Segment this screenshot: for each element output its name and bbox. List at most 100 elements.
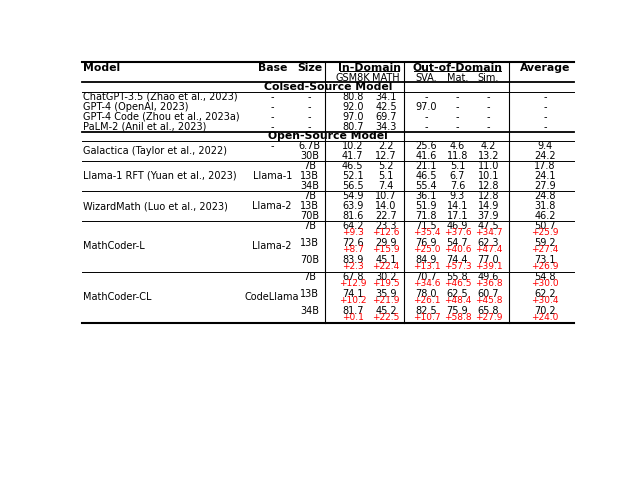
Text: 24.1: 24.1 (534, 171, 556, 181)
Text: 4.2: 4.2 (481, 141, 496, 151)
Text: +13.1: +13.1 (413, 262, 440, 271)
Text: 37.9: 37.9 (477, 211, 499, 221)
Text: +37.6: +37.6 (444, 228, 471, 237)
Text: 7.4: 7.4 (378, 181, 394, 191)
Text: 41.6: 41.6 (416, 151, 437, 161)
Text: 54.8: 54.8 (534, 272, 556, 282)
Text: 83.9: 83.9 (342, 255, 364, 265)
Text: 21.1: 21.1 (415, 161, 437, 171)
Text: +27.4: +27.4 (531, 245, 559, 254)
Text: 56.5: 56.5 (342, 181, 364, 191)
Text: -: - (486, 122, 490, 132)
Text: 84.9: 84.9 (416, 255, 437, 265)
Text: 13B: 13B (300, 171, 319, 181)
Text: 81.6: 81.6 (342, 211, 364, 221)
Text: 22.7: 22.7 (375, 211, 397, 221)
Text: Size: Size (297, 63, 322, 73)
Text: 5.1: 5.1 (378, 171, 394, 181)
Text: -: - (456, 102, 459, 112)
Text: +22.4: +22.4 (372, 262, 400, 271)
Text: +34.7: +34.7 (475, 228, 502, 237)
Text: 10.2: 10.2 (342, 141, 364, 151)
Text: +57.3: +57.3 (444, 262, 471, 271)
Text: -: - (543, 122, 547, 132)
Text: 12.8: 12.8 (477, 191, 499, 201)
Text: -: - (543, 112, 547, 122)
Text: 64.2: 64.2 (342, 221, 364, 231)
Text: 31.8: 31.8 (534, 201, 556, 211)
Text: 24.8: 24.8 (534, 191, 556, 201)
Text: Colsed-Source Model: Colsed-Source Model (264, 82, 392, 92)
Text: +10.2: +10.2 (339, 296, 367, 305)
Text: 76.9: 76.9 (415, 238, 437, 248)
Text: +26.1: +26.1 (413, 296, 440, 305)
Text: -: - (425, 112, 428, 122)
Text: -: - (486, 112, 490, 122)
Text: 29.9: 29.9 (376, 238, 397, 248)
Text: 41.7: 41.7 (342, 151, 364, 161)
Text: 13B: 13B (300, 201, 319, 211)
Text: 59.2: 59.2 (534, 238, 556, 248)
Text: +39.1: +39.1 (475, 262, 502, 271)
Text: +0.1: +0.1 (342, 313, 364, 322)
Text: 78.0: 78.0 (415, 289, 437, 299)
Text: 17.8: 17.8 (534, 161, 556, 171)
Text: 14.0: 14.0 (376, 201, 397, 211)
Text: -: - (308, 102, 311, 112)
Text: 46.5: 46.5 (342, 161, 364, 171)
Text: +2.3: +2.3 (342, 262, 364, 271)
Text: 67.8: 67.8 (342, 272, 364, 282)
Text: 13B: 13B (300, 238, 319, 248)
Text: 17.1: 17.1 (447, 211, 468, 221)
Text: 70.7: 70.7 (415, 272, 437, 282)
Text: 2.2: 2.2 (378, 141, 394, 151)
Text: 45.2: 45.2 (375, 306, 397, 316)
Text: +27.9: +27.9 (475, 313, 502, 322)
Text: +26.9: +26.9 (531, 262, 559, 271)
Text: 14.9: 14.9 (477, 201, 499, 211)
Text: -: - (486, 102, 490, 112)
Text: +40.6: +40.6 (444, 245, 471, 254)
Text: 71.5: 71.5 (415, 221, 437, 231)
Text: -: - (271, 92, 274, 102)
Text: Galactica (Taylor et al., 2022): Galactica (Taylor et al., 2022) (83, 146, 227, 156)
Text: 70B: 70B (300, 211, 319, 221)
Text: -: - (271, 102, 274, 112)
Text: 7B: 7B (303, 191, 316, 201)
Text: -: - (456, 92, 459, 102)
Text: -: - (308, 112, 311, 122)
Text: Open-Source Model: Open-Source Model (268, 131, 388, 142)
Text: -: - (456, 112, 459, 122)
Text: -: - (543, 92, 547, 102)
Text: 30.2: 30.2 (376, 272, 397, 282)
Text: 46.5: 46.5 (415, 171, 437, 181)
Text: -: - (486, 92, 490, 102)
Text: 82.5: 82.5 (415, 306, 437, 316)
Text: 62.5: 62.5 (447, 289, 468, 299)
Text: 71.8: 71.8 (415, 211, 437, 221)
Text: MathCoder-L: MathCoder-L (83, 242, 145, 251)
Text: -: - (271, 141, 274, 151)
Text: 34.1: 34.1 (376, 92, 397, 102)
Text: 63.9: 63.9 (342, 201, 364, 211)
Text: +19.5: +19.5 (372, 279, 400, 288)
Text: -: - (308, 92, 311, 102)
Text: +34.6: +34.6 (413, 279, 440, 288)
Text: +25.9: +25.9 (531, 228, 559, 237)
Text: 7.6: 7.6 (450, 181, 465, 191)
Text: +21.9: +21.9 (372, 296, 400, 305)
Text: 36.1: 36.1 (416, 191, 437, 201)
Text: 70B: 70B (300, 255, 319, 265)
Text: +15.9: +15.9 (372, 245, 400, 254)
Text: 7B: 7B (303, 221, 316, 231)
Text: 65.8: 65.8 (477, 306, 499, 316)
Text: 49.6: 49.6 (477, 272, 499, 282)
Text: 25.6: 25.6 (415, 141, 437, 151)
Text: 75.9: 75.9 (447, 306, 468, 316)
Text: +25.0: +25.0 (413, 245, 440, 254)
Text: +58.8: +58.8 (444, 313, 471, 322)
Text: 24.2: 24.2 (534, 151, 556, 161)
Text: +22.5: +22.5 (372, 313, 400, 322)
Text: +35.4: +35.4 (413, 228, 440, 237)
Text: 6.7: 6.7 (450, 171, 465, 181)
